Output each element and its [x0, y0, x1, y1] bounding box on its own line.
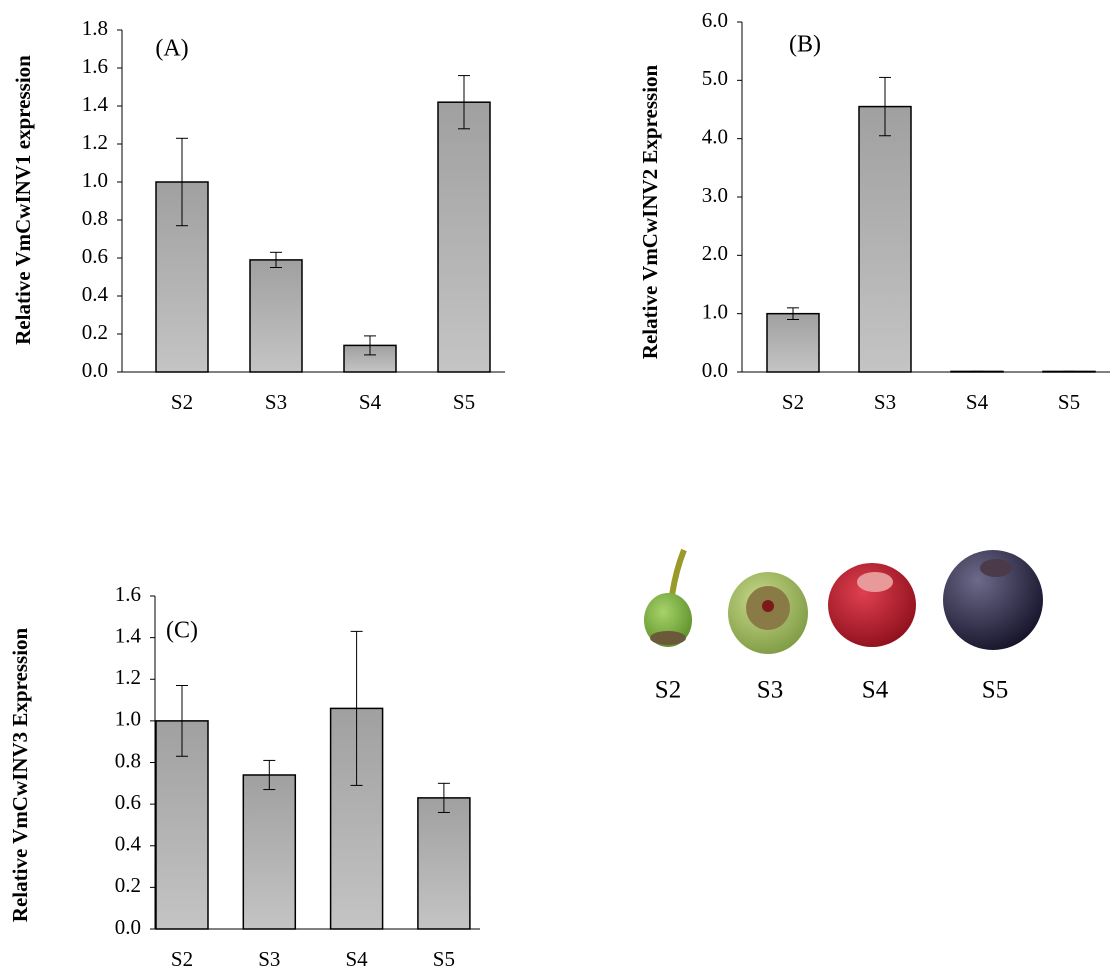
y-tick-label: 0.4: [82, 282, 109, 306]
y-tick-label: 0.8: [115, 748, 141, 772]
y-axis-title: Relative VmCwINV2 Expression: [638, 64, 662, 359]
x-tick-label: S5: [453, 390, 475, 414]
y-axis-title: Relative VmCwINV1 expression: [11, 55, 35, 345]
bar: [418, 798, 470, 929]
panel-label: (B): [789, 32, 821, 58]
fruit-photo: [644, 550, 1043, 654]
y-tick-label: 1.4: [82, 92, 109, 116]
photo-label: S5: [982, 677, 1008, 704]
panel-label: (C): [166, 618, 198, 644]
y-tick-label: 1.8: [82, 16, 108, 40]
x-tick-label: S4: [359, 390, 382, 414]
y-tick-label: 1.6: [82, 54, 108, 78]
y-tick-label: 4.0: [702, 124, 728, 148]
bar: [243, 775, 295, 929]
photo-label: S2: [655, 677, 681, 704]
y-tick-label: 1.0: [702, 299, 728, 323]
y-tick-label: 0.4: [115, 832, 142, 856]
y-tick-label: 0.2: [82, 320, 108, 344]
y-tick-label: 2.0: [702, 241, 728, 265]
photo-label: S4: [862, 677, 889, 704]
x-tick-label: S5: [1058, 390, 1080, 414]
y-tick-label: 1.0: [82, 168, 108, 192]
x-tick-label: S4: [346, 947, 369, 971]
y-tick-label: 5.0: [702, 66, 728, 90]
x-tick-label: S2: [171, 390, 193, 414]
panel-label: (A): [155, 36, 188, 62]
y-tick-label: 1.0: [115, 707, 141, 731]
x-tick-label: S2: [782, 390, 804, 414]
x-tick-label: S3: [265, 390, 287, 414]
y-tick-label: 0.0: [82, 358, 108, 382]
x-tick-label: S4: [966, 390, 989, 414]
y-tick-label: 0.6: [82, 244, 108, 268]
y-tick-label: 1.2: [82, 130, 108, 154]
y-tick-label: 0.0: [115, 915, 141, 939]
y-tick-label: 1.2: [115, 665, 141, 689]
x-tick-label: S2: [171, 947, 193, 971]
x-tick-label: S3: [874, 390, 896, 414]
bar: [767, 314, 819, 372]
y-tick-label: 0.8: [82, 206, 108, 230]
x-tick-label: S5: [433, 947, 455, 971]
photo-label: S3: [757, 677, 783, 704]
y-tick-label: 1.6: [115, 582, 141, 606]
y-tick-label: 6.0: [702, 8, 728, 32]
y-tick-label: 1.4: [115, 623, 142, 647]
y-axis-title: Relative VmCwINV3 Expression: [8, 627, 32, 922]
bar: [859, 107, 911, 372]
y-tick-label: 0.2: [115, 873, 141, 897]
bar: [438, 102, 490, 372]
y-tick-label: 3.0: [702, 183, 728, 207]
x-tick-label: S3: [258, 947, 280, 971]
bar: [250, 260, 302, 372]
figure: S2 S3 S4 S5 0.0 0.2 0.4 0.6 0.8 1.0 1.2 1.4 1.6 1…: [0, 0, 1112, 971]
y-tick-label: 0.6: [115, 790, 141, 814]
y-tick-label: 0.0: [702, 358, 728, 382]
